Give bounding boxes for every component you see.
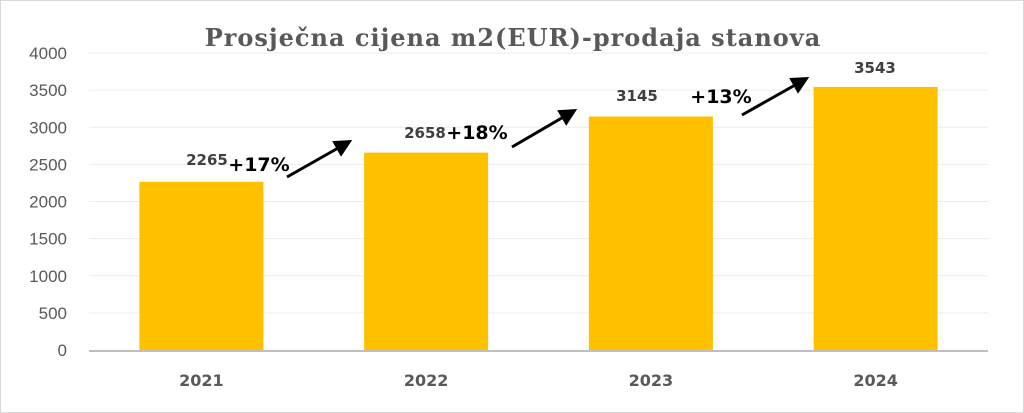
growth-label: +17% [228,154,289,176]
y-tick-label: 500 [39,304,67,323]
data-label: 2658 [404,124,446,142]
chart-title: Prosječna cijena m2(EUR)-prodaja stanova [205,23,822,52]
data-label: 3145 [616,87,658,105]
arrow-icon [741,77,810,117]
y-tick-label: 0 [58,341,67,360]
data-label: 2265 [186,151,228,169]
x-tick-label: 2023 [629,371,674,390]
bar-2024 [813,86,938,350]
growth-label: +18% [446,122,507,144]
data-label: 3543 [854,59,896,77]
y-tick-label: 3500 [29,81,67,100]
bar-2021 [139,181,264,350]
x-tick-label: 2024 [853,371,898,390]
y-tick-label: 1000 [29,267,67,286]
y-tick-label: 2500 [29,155,67,174]
bar-2023 [588,116,713,350]
x-tick-label: 2022 [404,371,449,390]
y-tick-label: 3000 [29,118,67,137]
y-tick-label: 2000 [29,193,67,212]
arrow-icon [511,108,578,149]
growth-label: +13% [690,86,751,108]
y-tick-label: 1500 [29,230,67,249]
x-tick-label: 2021 [179,371,224,390]
y-tick-label: 4000 [29,44,67,63]
arrow-icon [286,140,353,179]
bar-2022 [364,152,489,350]
